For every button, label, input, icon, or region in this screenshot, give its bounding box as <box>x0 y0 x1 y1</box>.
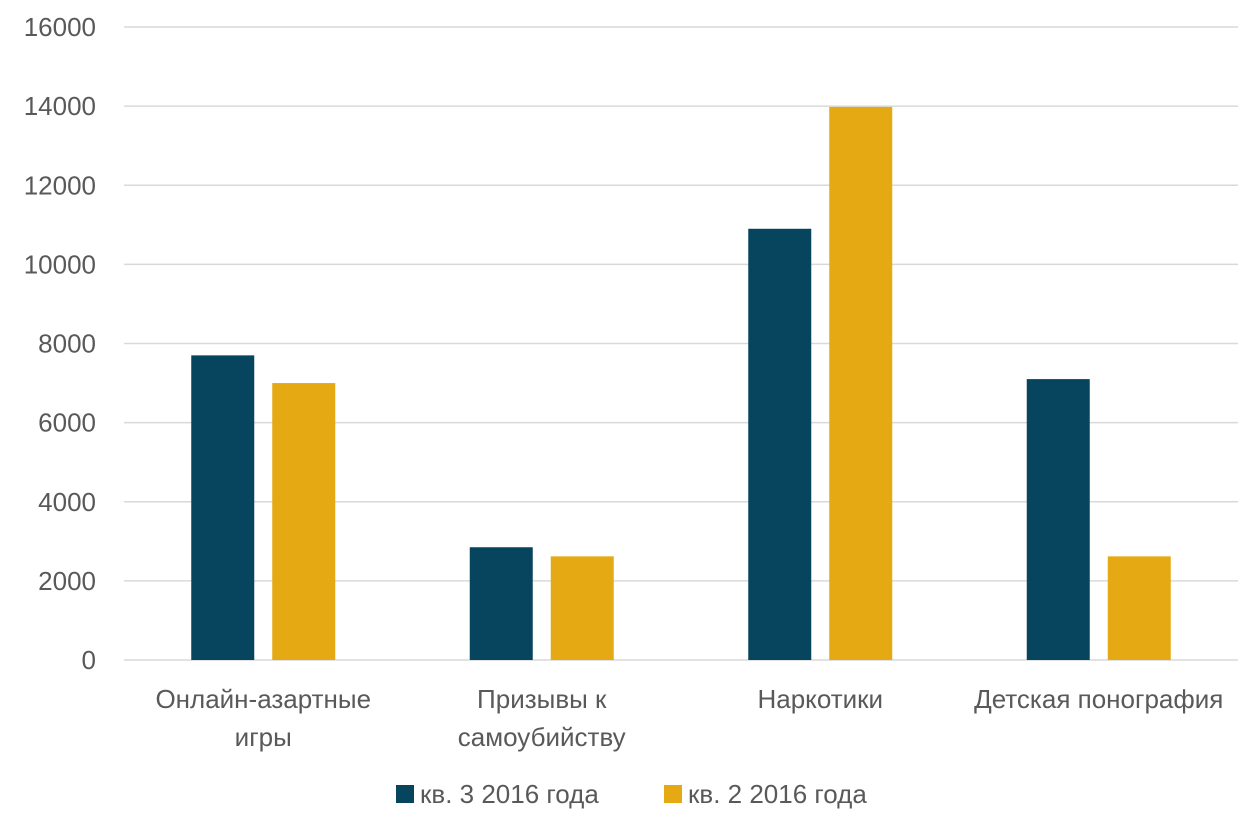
x-category-label: Призывы к самоубийству <box>458 684 626 752</box>
bar <box>272 383 336 660</box>
bar <box>550 556 614 660</box>
y-tick-label: 14000 <box>24 91 96 121</box>
y-tick-label: 2000 <box>38 566 96 596</box>
x-category-label-line: игры <box>235 722 292 752</box>
x-category-label-line: Призывы к <box>477 684 607 714</box>
bar <box>748 228 812 661</box>
legend-swatch <box>664 785 682 803</box>
y-tick-label: 6000 <box>38 408 96 438</box>
bar <box>191 355 255 660</box>
legend-label: кв. 3 2016 года <box>420 779 599 809</box>
y-tick-label: 16000 <box>24 12 96 42</box>
x-category-label: Детская понография <box>974 684 1223 714</box>
x-category-label-line: самоубийству <box>458 722 626 752</box>
x-category-label: Наркотики <box>757 684 883 714</box>
bar <box>1026 379 1090 660</box>
y-tick-label: 4000 <box>38 487 96 517</box>
legend-swatch <box>396 785 414 803</box>
x-category-label-line: Наркотики <box>757 684 883 714</box>
y-tick-label: 0 <box>82 645 96 675</box>
legend-label: кв. 2 2016 года <box>688 779 867 809</box>
y-tick-label: 8000 <box>38 329 96 359</box>
bar <box>469 547 533 660</box>
bar <box>1107 556 1171 660</box>
y-tick-label: 10000 <box>24 249 96 279</box>
x-category-label-line: Онлайн-азартные <box>155 684 371 714</box>
x-category-label-line: Детская понография <box>974 684 1223 714</box>
bar <box>829 106 893 660</box>
x-category-label: Онлайн-азартные игры <box>155 684 371 752</box>
y-tick-label: 12000 <box>24 170 96 200</box>
